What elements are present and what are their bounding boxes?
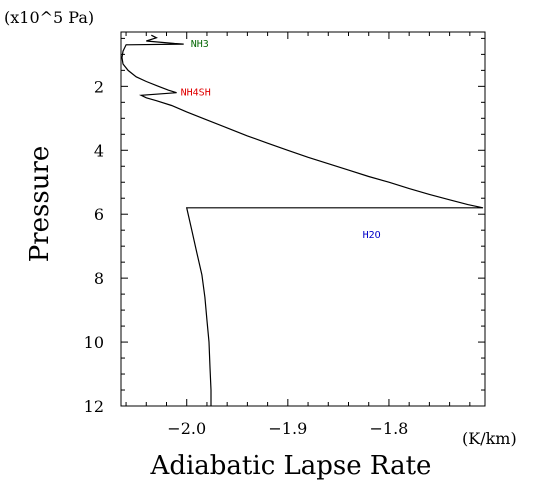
y-axis-title: Pressure <box>25 146 55 263</box>
annotation-label: H2O <box>363 230 381 241</box>
y-tick-label: 10 <box>84 333 104 352</box>
plot-frame <box>120 31 486 407</box>
annotation-label: NH4SH <box>181 88 211 99</box>
x-axis-title: Adiabatic Lapse Rate <box>150 451 432 481</box>
x-tick-labels: −2.0 −1.9 −1.8 <box>167 419 408 438</box>
y-tick-label: 8 <box>94 269 104 288</box>
annotation-label: NH3 <box>191 39 209 50</box>
x-tick-label: −1.9 <box>268 419 307 438</box>
y-tick-label: 2 <box>94 77 104 96</box>
x-unit-label: (K/km) <box>462 429 517 448</box>
y-unit-label: (x10^5 Pa) <box>4 8 94 27</box>
y-tick-label: 12 <box>84 397 104 416</box>
y-tick-label: 4 <box>94 141 104 160</box>
annotations: NH3 NH4SH H2O <box>181 39 381 241</box>
x-tick-label: −1.8 <box>370 419 409 438</box>
axis-ticks <box>121 32 485 407</box>
y-tick-label: 6 <box>94 205 104 224</box>
lapse-rate-curve <box>121 34 484 406</box>
x-tick-label: −2.0 <box>167 419 206 438</box>
y-tick-labels: 2 4 6 8 10 12 <box>84 77 104 416</box>
